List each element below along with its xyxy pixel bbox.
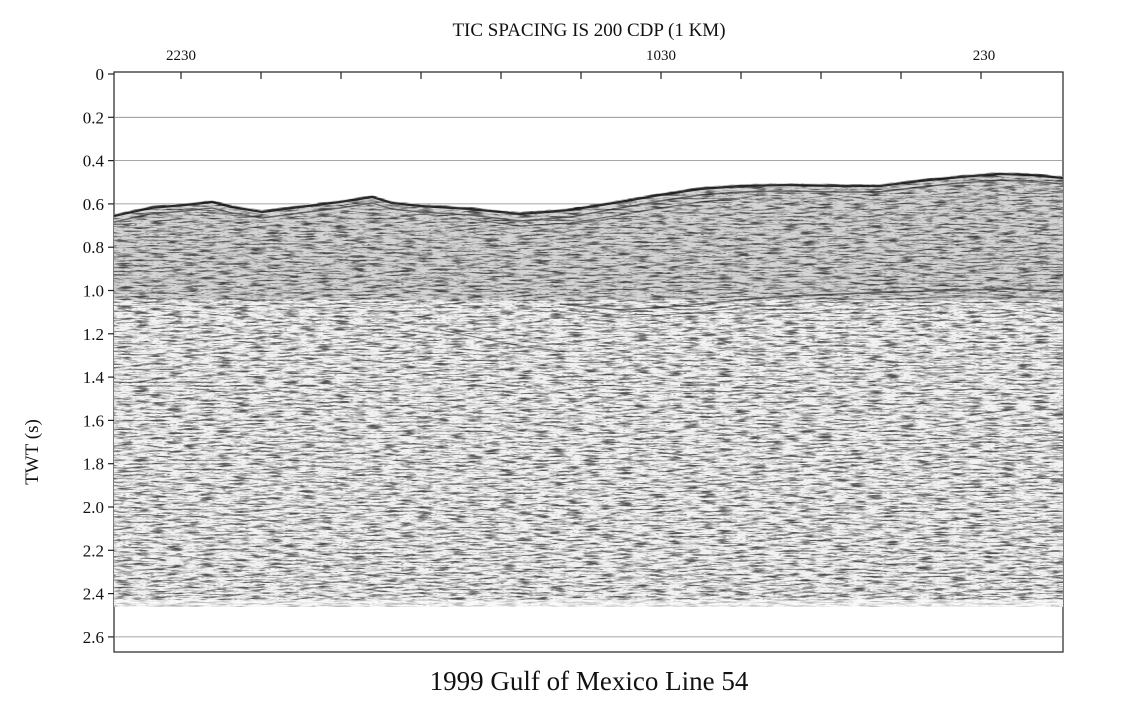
y-tick-label: 0 [96,65,105,84]
y-tick-label: 0.4 [83,152,105,171]
y-tick-label: 2.2 [83,541,104,560]
seafloor-reflector [114,172,1063,218]
top-title: TIC SPACING IS 200 CDP (1 KM) [452,20,725,41]
y-tick-label: 1.8 [83,455,104,474]
y-tick-label: 1.0 [83,282,104,301]
y-tick-label: 1.4 [83,368,105,387]
y-tick-label: 2.0 [83,498,104,517]
y-axis-title: TWT (s) [22,419,43,485]
figure-title: 1999 Gulf of Mexico Line 54 [430,666,749,696]
y-tick-label: 0.2 [83,108,104,127]
top-tick-label-230: 230 [973,48,996,64]
y-tick-label: 2.6 [83,628,104,647]
y-tick-label: 1.2 [83,325,104,344]
y-axis: 0 0.2 0.4 0.6 0.8 1.0 1.2 1.4 1.6 1.8 2.0 2.2 2.4 2.6 [83,65,114,647]
y-tick-label: 0.6 [83,195,104,214]
top-tick-label-2230: 2230 [166,48,196,64]
y-tick-label: 2.4 [83,585,105,604]
top-axis [180,72,982,79]
seismic-data [114,172,1063,607]
top-tick-label-1030: 1030 [646,48,676,64]
deep-reflector [559,288,1063,311]
y-tick-label: 1.6 [83,411,104,430]
y-tick-label: 0.8 [83,238,104,257]
